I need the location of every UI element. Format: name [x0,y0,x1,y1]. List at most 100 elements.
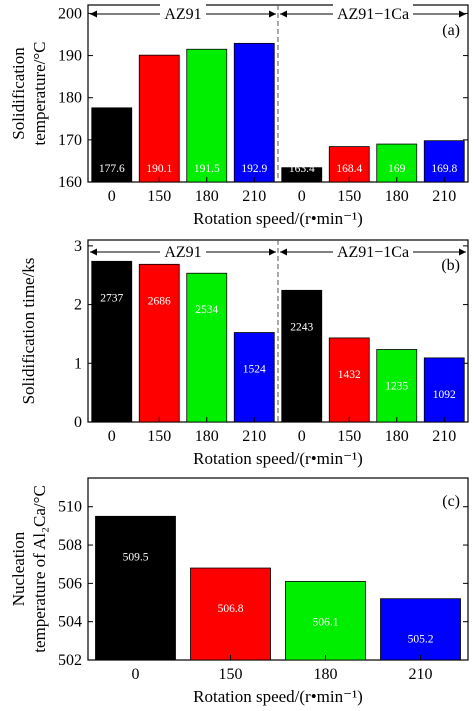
x-axis-label: Rotation speed/(r•min⁻¹) [193,209,363,228]
data-label: 177.6 [99,163,125,175]
plot-frame [87,477,469,661]
y-tick-label: 2 [74,297,82,314]
group-label-bg [160,242,206,262]
x-axis-label: Rotation speed/(r•min⁻¹) [193,687,363,706]
group-arrowhead-right [269,248,276,256]
y-tick-label: 180 [58,90,82,107]
y-axis-label: Solidification [9,47,28,140]
x-tick-label: 0 [108,428,116,445]
x-tick-label: 180 [195,188,219,205]
data-label: 192.9 [241,163,267,175]
group-arrowhead-right [459,10,466,18]
y-tick-label: 170 [58,132,82,149]
x-tick-label: 210 [242,188,266,205]
group-label-bg [160,4,206,24]
data-label: 2737 [100,292,123,304]
x-tick-label: 150 [147,428,171,445]
panel-tag: (c) [442,493,460,510]
x-tick-label: 180 [314,666,338,683]
data-label: 1235 [385,380,408,392]
data-label: 505.2 [408,634,434,646]
data-label: 2534 [195,304,218,316]
x-tick-label: 210 [409,666,433,683]
y-tick-label: 3 [74,238,82,255]
panel-tag: (a) [442,22,460,39]
group-label: AZ91−1Ca [337,244,409,261]
data-label: 506.8 [218,603,244,615]
x-tick-label: 0 [298,428,306,445]
bar [328,337,370,423]
y-axis-label: temperature of Al₂Ca/°C [30,485,49,653]
group-label: AZ91−1Ca [337,6,409,23]
x-tick-label: 150 [337,188,361,205]
data-label: 1432 [338,369,361,381]
group-label-bg [333,242,413,262]
bar [95,515,176,661]
bar [423,357,465,423]
panel-tag: (b) [441,257,460,274]
bar [281,289,323,423]
data-label: 2243 [290,321,313,333]
x-tick-label: 150 [337,428,361,445]
group-label-bg [333,4,413,24]
bar [376,349,418,423]
bar [233,332,275,423]
x-tick-label: 0 [108,188,116,205]
group-arrowhead-left [90,248,97,256]
y-tick-label: 504 [58,614,82,631]
data-label: 190.1 [146,163,172,175]
group-arrowhead-left [90,10,97,18]
y-tick-label: 160 [58,174,82,191]
data-label: 169 [388,163,406,175]
x-tick-label: 210 [242,428,266,445]
group-arrowhead-left [280,248,287,256]
y-tick-label: 200 [58,5,82,22]
y-tick-label: 1 [74,355,82,372]
bar [138,54,180,183]
bar [285,581,366,661]
bar [138,263,180,423]
group-arrowhead-left [280,10,287,18]
bar [233,42,275,183]
y-tick-label: 510 [58,499,82,516]
bar [190,567,271,661]
x-tick-label: 180 [385,428,409,445]
y-tick-label: 190 [58,48,82,65]
data-label: 1092 [433,389,456,401]
y-tick-label: 506 [58,575,82,592]
data-label: 506.1 [313,616,339,628]
y-axis-label: temperature/°C [30,41,49,145]
y-tick-label: 0 [74,414,82,431]
data-label: 191.5 [194,163,220,175]
bar [91,260,133,423]
bar [186,272,228,423]
data-label: 169.8 [431,163,457,175]
x-tick-label: 0 [298,188,306,205]
data-label: 163.4 [289,163,315,175]
group-arrowhead-right [459,248,466,256]
group-arrowhead-right [269,10,276,18]
x-tick-label: 210 [432,188,456,205]
x-axis-label: Rotation speed/(r•min⁻¹) [193,449,363,468]
group-label: AZ91 [164,244,201,261]
bar [328,146,370,183]
data-label: 168.4 [336,163,362,175]
x-tick-label: 150 [147,188,171,205]
y-tick-label: 508 [58,537,82,554]
data-label: 2686 [148,295,171,307]
bar [91,107,133,183]
x-tick-label: 180 [195,428,219,445]
y-tick-label: 502 [58,652,82,669]
bar [423,140,465,183]
y-axis-label: Nucleation [9,531,28,606]
bar [380,598,461,661]
x-tick-label: 0 [132,666,140,683]
group-label: AZ91 [164,6,201,23]
data-label: 509.5 [123,551,149,563]
data-label: 1524 [243,364,266,376]
y-axis-label: Solidification time/ks [19,258,38,405]
x-tick-label: 180 [385,188,409,205]
x-tick-label: 210 [432,428,456,445]
x-tick-label: 150 [219,666,243,683]
